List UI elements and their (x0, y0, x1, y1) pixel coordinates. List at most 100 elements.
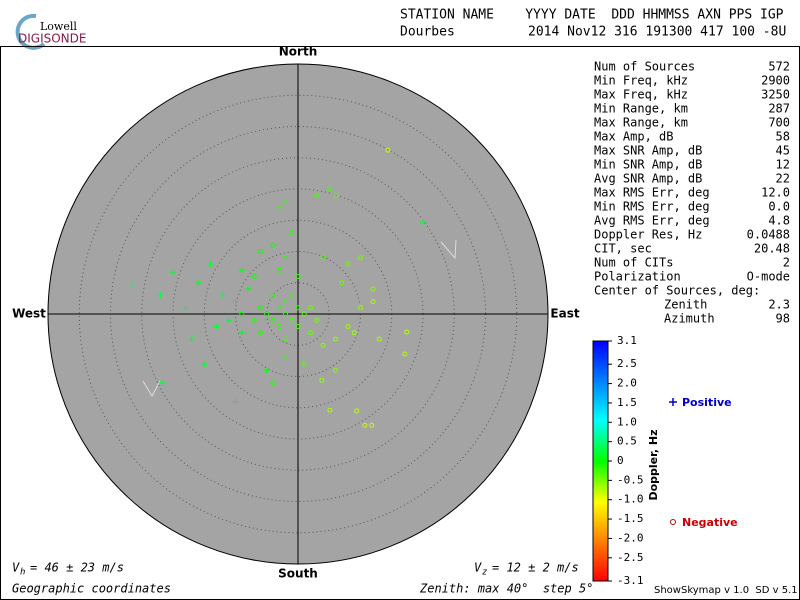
stat-value: 12.0 (761, 186, 790, 200)
negative-source (370, 286, 376, 292)
positive-source (238, 267, 245, 274)
stat-value: 0.0 (768, 200, 790, 214)
stat-label: Num of Sources (594, 60, 695, 74)
colorbar-tick-label: -2.0 (617, 531, 644, 544)
velocity-arrow (142, 380, 161, 398)
center-label: Azimuth (664, 312, 715, 326)
zenith-info: Zenith: max 40° step 5° (419, 582, 593, 596)
positive-source (201, 361, 208, 367)
stat-value: 20.48 (754, 242, 790, 256)
coordinates: Geographic coordinates (12, 582, 171, 596)
stat-value: 2 (783, 256, 790, 270)
positive-source (238, 329, 245, 336)
stat-value: 287 (768, 102, 790, 116)
negative-source (369, 422, 375, 428)
center-title: Center of Sources, deg: (594, 284, 760, 298)
version: ShowSkymap v 1.0 SD v 5.1 (654, 585, 798, 596)
colorbar-tick-label: -2.5 (617, 551, 644, 564)
header-values: 2014 Nov12 316 191300 417 100 -8U (528, 25, 786, 40)
stat-value: 572 (768, 60, 790, 74)
negative-source (283, 299, 288, 304)
colorbar-tick-label: 0 (617, 454, 624, 467)
stat-value: 3250 (761, 88, 790, 102)
south-label: South (278, 567, 318, 581)
negative-source (402, 351, 408, 357)
east-label: East (550, 307, 579, 321)
vh-text: = 46 ± 23 m/s (30, 561, 124, 575)
positive-symbol (669, 398, 677, 406)
stat-label: Max RMS Err, deg (594, 186, 710, 200)
positive-source (128, 282, 135, 289)
negative-source (301, 311, 307, 317)
positive-source (263, 367, 270, 374)
vh-v: V (12, 561, 20, 575)
negative-source (270, 317, 276, 323)
stat-label: Num of CITs (594, 256, 673, 270)
negative-source (270, 242, 276, 248)
negative-source (295, 274, 301, 279)
colorbar-tick-label: 0.5 (617, 435, 637, 448)
colorbar-tick-label: 1.0 (617, 415, 637, 428)
colorbar-tick-label: -1.5 (617, 512, 644, 525)
positive-source (157, 292, 164, 299)
negative-source (283, 355, 288, 361)
negative-source (320, 342, 326, 348)
colorbar-tick-label: 2.5 (617, 357, 637, 370)
stat-label: Max Freq, kHz (594, 88, 688, 102)
stat-value: 2900 (761, 74, 790, 88)
stat-value: 58 (776, 130, 790, 144)
negative-source (270, 292, 276, 298)
negative-source (333, 192, 338, 198)
negative-source (276, 324, 282, 329)
negative-source (345, 324, 351, 329)
positive-source (158, 379, 165, 386)
negative-source (345, 261, 351, 267)
stat-label: Max SNR Amp, dB (594, 144, 702, 158)
positive-source (213, 323, 220, 330)
negative-source (258, 249, 263, 254)
stat-label: Max Amp, dB (594, 130, 673, 144)
logo-bottom: DIGISONDE (18, 32, 86, 46)
stat-label: Doppler Res, Hz (594, 228, 702, 242)
negative-source (404, 329, 410, 335)
negative-source (276, 267, 282, 273)
center-label: Zenith (664, 298, 707, 312)
vh-sub: h (20, 568, 25, 578)
negative-source (376, 336, 382, 342)
negative-source (333, 336, 338, 342)
negative-source (358, 305, 363, 311)
stat-label: Avg SNR Amp, dB (594, 172, 702, 186)
negative-source (289, 292, 295, 298)
negative-source (308, 330, 313, 336)
colorbar-tick-label: 3.1 (617, 334, 637, 347)
vz-sub: z (482, 568, 487, 578)
negative-source (327, 407, 333, 413)
negative-source (283, 199, 288, 204)
stat-label: Min SNR Amp, dB (594, 158, 702, 172)
negative-source (354, 408, 360, 414)
negative-symbol (670, 519, 676, 525)
positive-source (182, 304, 189, 311)
negative-source (276, 205, 282, 211)
negative-source (258, 330, 263, 336)
colorbar-tick-label: 2.0 (617, 377, 637, 390)
negative-source (270, 380, 276, 386)
stat-value: 700 (768, 116, 790, 130)
negative-source (289, 317, 295, 323)
positive-source (232, 398, 239, 405)
negative-source (314, 192, 320, 198)
center-value: 2.3 (768, 298, 790, 312)
negative-source (314, 317, 320, 323)
negative-source (326, 186, 332, 192)
positive-source (207, 261, 214, 267)
stat-value: 0.0488 (747, 228, 790, 242)
negative-source (239, 311, 245, 317)
header-columns: STATION NAME YYYY DATE DDD HHMMSS AXN PP… (400, 8, 784, 23)
stat-value: 22 (776, 172, 790, 186)
negative-source (283, 255, 288, 261)
negative-source (276, 305, 282, 311)
positive-source (226, 317, 233, 324)
stat-label: Min Range, km (594, 102, 688, 116)
positive-source (195, 279, 201, 286)
header-station: Dourbes (400, 25, 455, 40)
